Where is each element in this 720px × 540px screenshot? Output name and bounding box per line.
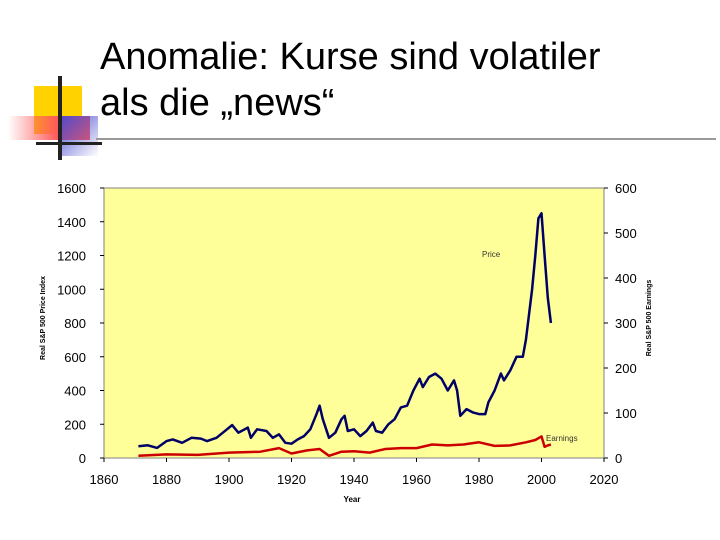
x-tick-label: 1960 <box>402 472 431 487</box>
slide-title-line2: als die „news“ <box>100 82 335 124</box>
x-axis-label: Year <box>344 495 361 504</box>
slide-title-line1: Anomalie: Kurse sind volatiler <box>100 36 601 78</box>
y-left-tick-label: 600 <box>64 350 86 365</box>
logo-horizontal-line <box>36 142 102 145</box>
y-right-tick-label: 600 <box>615 181 637 196</box>
x-tick-label: 1980 <box>465 472 494 487</box>
y-right-tick-label: 500 <box>615 226 637 241</box>
y-left-tick-label: 1400 <box>57 215 86 230</box>
y-left-tick-label: 800 <box>64 316 86 331</box>
logo-vertical-line <box>58 76 62 160</box>
y-right-tick-label: 200 <box>615 361 637 376</box>
y-left-tick-label: 1000 <box>57 282 86 297</box>
y-left-tick-label: 1600 <box>57 181 86 196</box>
title-rule <box>96 138 716 140</box>
x-tick-label: 1880 <box>152 472 181 487</box>
y-left-tick-label: 0 <box>79 451 86 466</box>
x-tick-label: 1900 <box>215 472 244 487</box>
series-label-earnings: Earnings <box>546 434 578 443</box>
y-axis-label-left: Real S&P 500 Price Index <box>40 276 47 360</box>
y-right-tick-label: 400 <box>615 271 637 286</box>
x-tick-label: 1920 <box>277 472 306 487</box>
y-left-tick-label: 200 <box>64 417 86 432</box>
plot-area <box>103 187 605 459</box>
y-right-tick-label: 300 <box>615 316 637 331</box>
x-tick-label: 2020 <box>590 472 619 487</box>
series-line-earnings <box>138 435 552 458</box>
logo-blue-square <box>58 116 98 156</box>
x-tick-label: 1860 <box>90 472 119 487</box>
slide-title: Anomalie: Kurse sind volatiler als die „… <box>100 34 710 126</box>
y-left-tick-label: 400 <box>64 384 86 399</box>
x-tick-label: 1940 <box>340 472 369 487</box>
y-axis-label-right: Real S&P 500 Earnings <box>646 280 653 357</box>
x-tick-label: 2000 <box>527 472 556 487</box>
y-right-tick-label: 100 <box>615 406 637 421</box>
y-right-tick-label: 0 <box>615 451 622 466</box>
series-line-price <box>138 212 553 450</box>
series-label-price: Price <box>482 250 501 259</box>
y-left-tick-label: 1200 <box>57 249 86 264</box>
